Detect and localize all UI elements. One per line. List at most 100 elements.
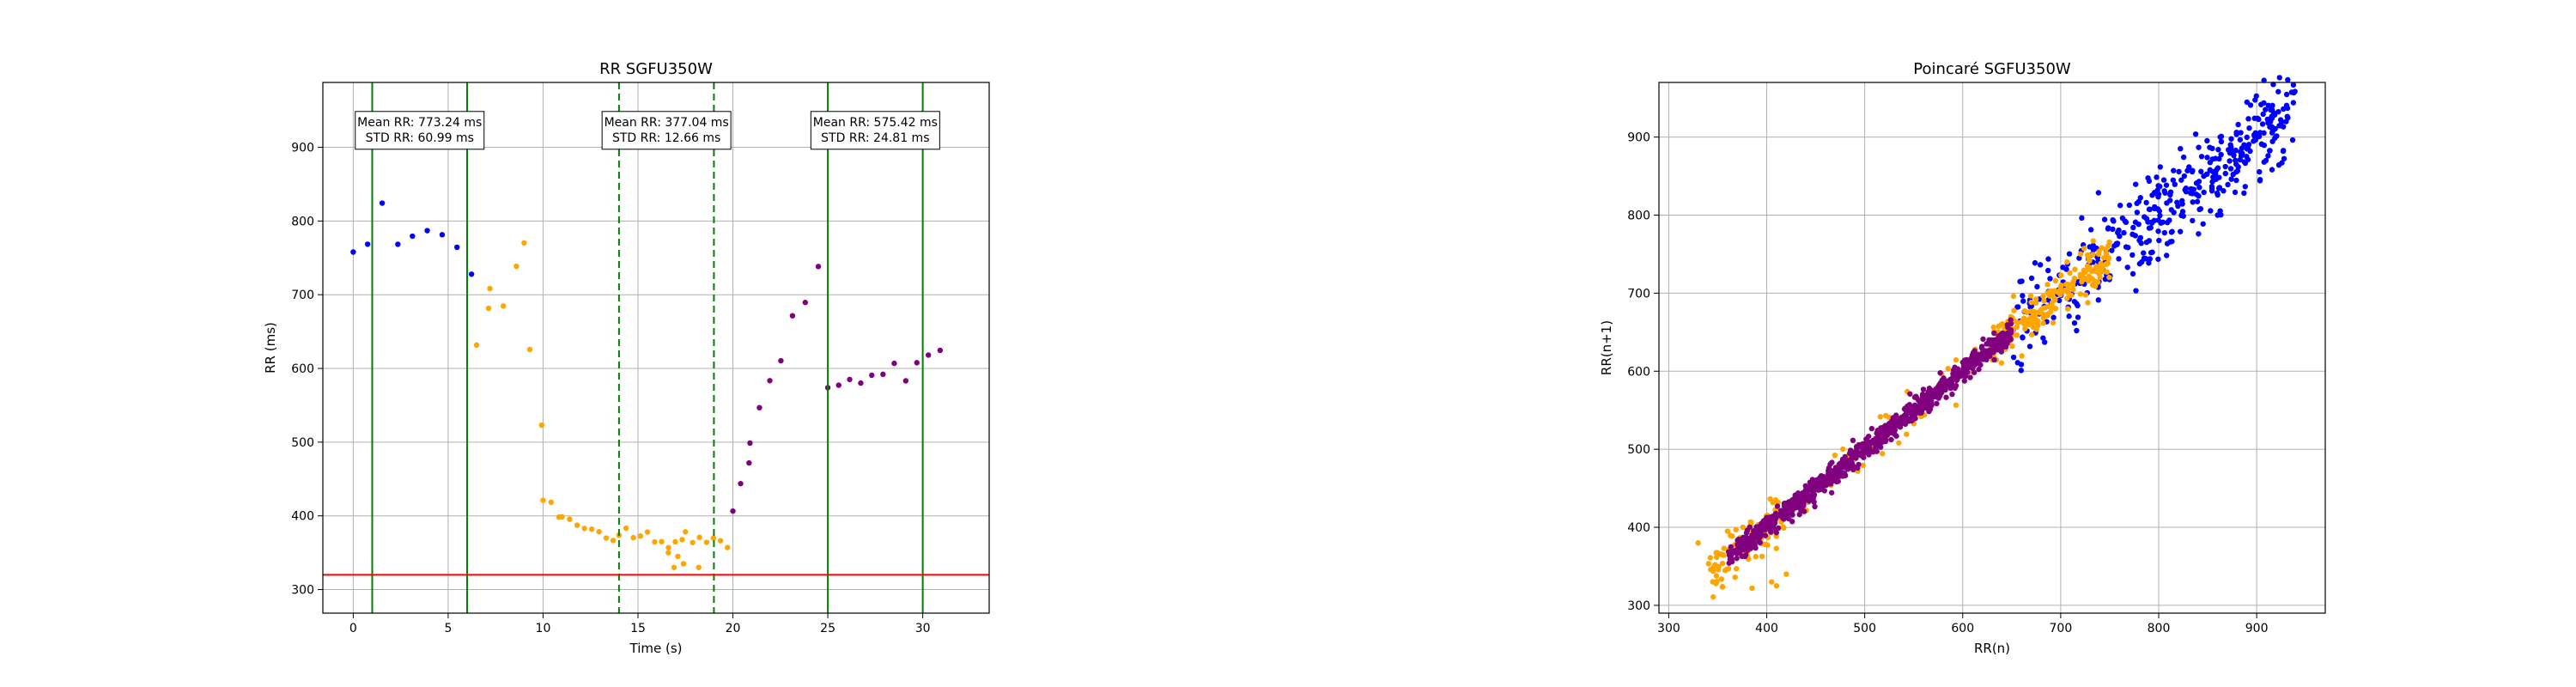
poincare-data-point xyxy=(2050,319,2057,326)
rr-grid xyxy=(323,82,989,613)
poincare-data-point xyxy=(2004,322,2011,328)
poincare-data-point xyxy=(2157,212,2163,219)
rr-data-point xyxy=(869,372,875,379)
poincare-data-point xyxy=(2275,88,2281,94)
poincare-data-point xyxy=(2082,292,2089,298)
poincare-data-point xyxy=(2228,136,2234,142)
rr-ticks: 0 5 10 15 20 25 30 300 400 500 600 700 800 900 xyxy=(291,142,930,635)
rr-data-point xyxy=(680,561,687,567)
y-tick-label: 300 xyxy=(291,584,314,598)
poincare-data-point xyxy=(2070,287,2076,293)
poincare-data-point xyxy=(2288,89,2295,95)
rr-data-point xyxy=(730,508,736,514)
poincare-data-point xyxy=(2095,297,2102,303)
poincare-data-point xyxy=(2045,267,2051,274)
poincare-data-point xyxy=(1960,366,1966,372)
poincare-data-point xyxy=(1772,517,1778,523)
rr-data-point xyxy=(410,233,416,240)
poincare-data-point xyxy=(1949,391,1955,398)
poincare-data-point xyxy=(2085,300,2091,306)
poincare-data-point xyxy=(1920,386,1927,392)
poincare-data-point xyxy=(1724,528,1731,534)
poincare-data-point xyxy=(2208,208,2214,214)
poincare-data-point xyxy=(2063,266,2069,272)
poincare-data-point xyxy=(2045,303,2051,310)
poincare-data-point xyxy=(2196,144,2202,150)
poincare-data-point xyxy=(2130,224,2136,231)
poincare-data-point xyxy=(2252,130,2258,136)
poincare-data-point xyxy=(1906,402,1913,408)
poincare-data-point xyxy=(2235,164,2241,170)
poincare-data-point xyxy=(2271,112,2278,118)
poincare-data-point xyxy=(2154,206,2161,212)
poincare-data-point xyxy=(2260,111,2266,118)
poincare-data-point xyxy=(2193,180,2200,186)
poincare-data-point xyxy=(2142,256,2149,262)
rr-data-point xyxy=(696,564,702,570)
poincare-data-point xyxy=(2129,252,2136,258)
poincare-data-point xyxy=(1945,366,1951,372)
poincare-data-point xyxy=(2269,138,2275,144)
rr-data-point xyxy=(473,342,480,349)
rr-data-point xyxy=(603,535,610,541)
poincare-data-point xyxy=(1789,508,1795,514)
poincare-data-point xyxy=(1780,524,1787,530)
poincare-data-point xyxy=(2196,231,2202,237)
stats-annotation-text: STD RR: 12.66 ms xyxy=(612,131,720,145)
poincare-data-point xyxy=(2096,271,2103,277)
poincare-data-point xyxy=(1713,554,1720,561)
poincare-data-point xyxy=(2214,190,2221,197)
poincare-data-point xyxy=(1811,481,1817,487)
poincare-data-point xyxy=(2057,284,2063,290)
poincare-data-point xyxy=(2201,189,2207,196)
poincare-data-point xyxy=(2290,82,2297,88)
poincare-data-point xyxy=(2129,271,2136,277)
poincare-data-point xyxy=(2161,188,2167,194)
poincare-data-point xyxy=(2251,138,2257,144)
poincare-data-point xyxy=(2155,256,2161,262)
poincare-data-point xyxy=(2269,102,2275,109)
poincare-data-point xyxy=(1789,519,1795,525)
poincare-data-point xyxy=(1896,416,1903,423)
y-tick-label: 500 xyxy=(1627,443,1650,457)
poincare-data-point xyxy=(2244,99,2250,106)
poincare-data-point xyxy=(2157,183,2163,190)
poincare-data-point xyxy=(2160,219,2166,225)
poincare-data-point xyxy=(2009,344,2015,350)
poincare-data-point xyxy=(1719,560,1726,567)
poincare-data-point xyxy=(2233,177,2239,184)
poincare-data-point xyxy=(1990,324,1996,331)
rr-data-point xyxy=(690,539,696,545)
poincare-data-point xyxy=(2171,167,2177,173)
poincare-data-point xyxy=(2087,227,2094,233)
rr-data-point xyxy=(540,497,546,503)
poincare-data-point xyxy=(2081,246,2087,252)
poincare-x-axis-label: RR(n) xyxy=(1974,641,2010,656)
poincare-data-point xyxy=(2106,239,2112,246)
poincare-data-point xyxy=(2011,307,2017,313)
poincare-data-point xyxy=(2227,166,2234,172)
rr-data-point xyxy=(574,522,580,528)
poincare-data-point xyxy=(1749,585,1755,592)
rr-data-point xyxy=(665,550,671,556)
rr-data-point xyxy=(847,376,853,383)
poincare-data-point xyxy=(2064,295,2070,301)
poincare-data-point xyxy=(2093,264,2099,270)
poincare-data-point xyxy=(2163,182,2170,188)
poincare-data-point xyxy=(2116,256,2122,262)
poincare-data-point xyxy=(2082,269,2088,276)
poincare-data-point xyxy=(1773,582,1780,589)
rr-data-point xyxy=(588,526,595,532)
poincare-data-point xyxy=(2267,124,2273,130)
rr-data-point xyxy=(717,538,724,544)
poincare-data-point xyxy=(2289,137,2296,143)
poincare-data-point xyxy=(1990,348,1997,355)
poincare-data-point xyxy=(1732,548,1738,554)
poincare-data-point xyxy=(2228,176,2234,182)
poincare-data-point xyxy=(1719,584,1726,590)
poincare-data-point xyxy=(2065,289,2071,296)
poincare-data-point xyxy=(2168,229,2175,235)
poincare-data-point xyxy=(1967,361,1973,367)
poincare-data-point xyxy=(2245,142,2252,148)
stats-annotation-text: Mean RR: 575.42 ms xyxy=(813,116,938,130)
